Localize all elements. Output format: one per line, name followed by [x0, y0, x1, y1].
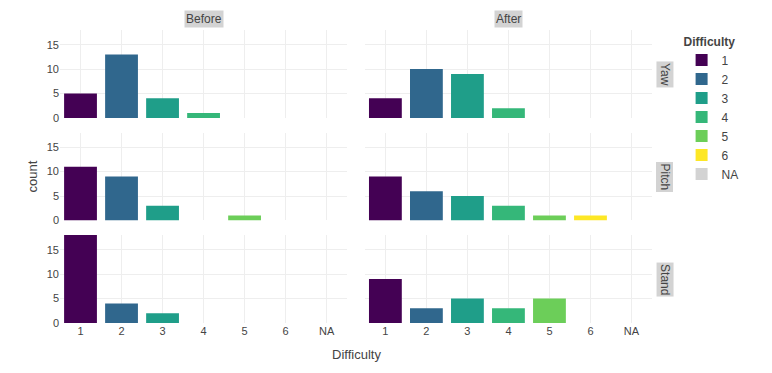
svg-text:5: 5 — [242, 325, 248, 337]
svg-text:10: 10 — [47, 165, 59, 177]
svg-text:15: 15 — [47, 39, 59, 51]
svg-text:15: 15 — [47, 141, 59, 153]
svg-text:NA: NA — [624, 325, 640, 337]
svg-text:NA: NA — [319, 325, 335, 337]
svg-text:Yaw: Yaw — [658, 63, 672, 86]
svg-text:6: 6 — [283, 325, 289, 337]
svg-text:count: count — [25, 160, 40, 192]
svg-text:NA: NA — [722, 168, 739, 182]
svg-text:5: 5 — [722, 130, 729, 144]
svg-text:4: 4 — [200, 325, 206, 337]
svg-text:10: 10 — [47, 268, 59, 280]
svg-text:6: 6 — [722, 149, 729, 163]
svg-text:3: 3 — [722, 92, 729, 106]
svg-text:0: 0 — [53, 112, 59, 124]
svg-text:3: 3 — [464, 325, 470, 337]
svg-text:Difficulty: Difficulty — [332, 347, 381, 362]
svg-text:4: 4 — [722, 111, 729, 125]
svg-text:Before: Before — [186, 12, 222, 26]
svg-text:2: 2 — [423, 325, 429, 337]
svg-text:2: 2 — [722, 73, 729, 87]
svg-text:2: 2 — [118, 325, 124, 337]
svg-text:4: 4 — [505, 325, 511, 337]
svg-text:1: 1 — [382, 325, 388, 337]
svg-text:15: 15 — [47, 244, 59, 256]
svg-text:1: 1 — [722, 54, 729, 68]
svg-text:Stand: Stand — [658, 264, 672, 295]
svg-text:1: 1 — [77, 325, 83, 337]
svg-text:After: After — [496, 12, 521, 26]
svg-text:Pitch: Pitch — [658, 164, 672, 191]
svg-text:10: 10 — [47, 63, 59, 75]
svg-text:5: 5 — [53, 292, 59, 304]
svg-text:0: 0 — [53, 317, 59, 329]
svg-text:3: 3 — [159, 325, 165, 337]
svg-text:5: 5 — [53, 87, 59, 99]
svg-text:5: 5 — [546, 325, 552, 337]
svg-text:6: 6 — [587, 325, 593, 337]
svg-text:0: 0 — [53, 214, 59, 226]
svg-text:Difficulty: Difficulty — [684, 35, 736, 49]
svg-text:5: 5 — [53, 190, 59, 202]
